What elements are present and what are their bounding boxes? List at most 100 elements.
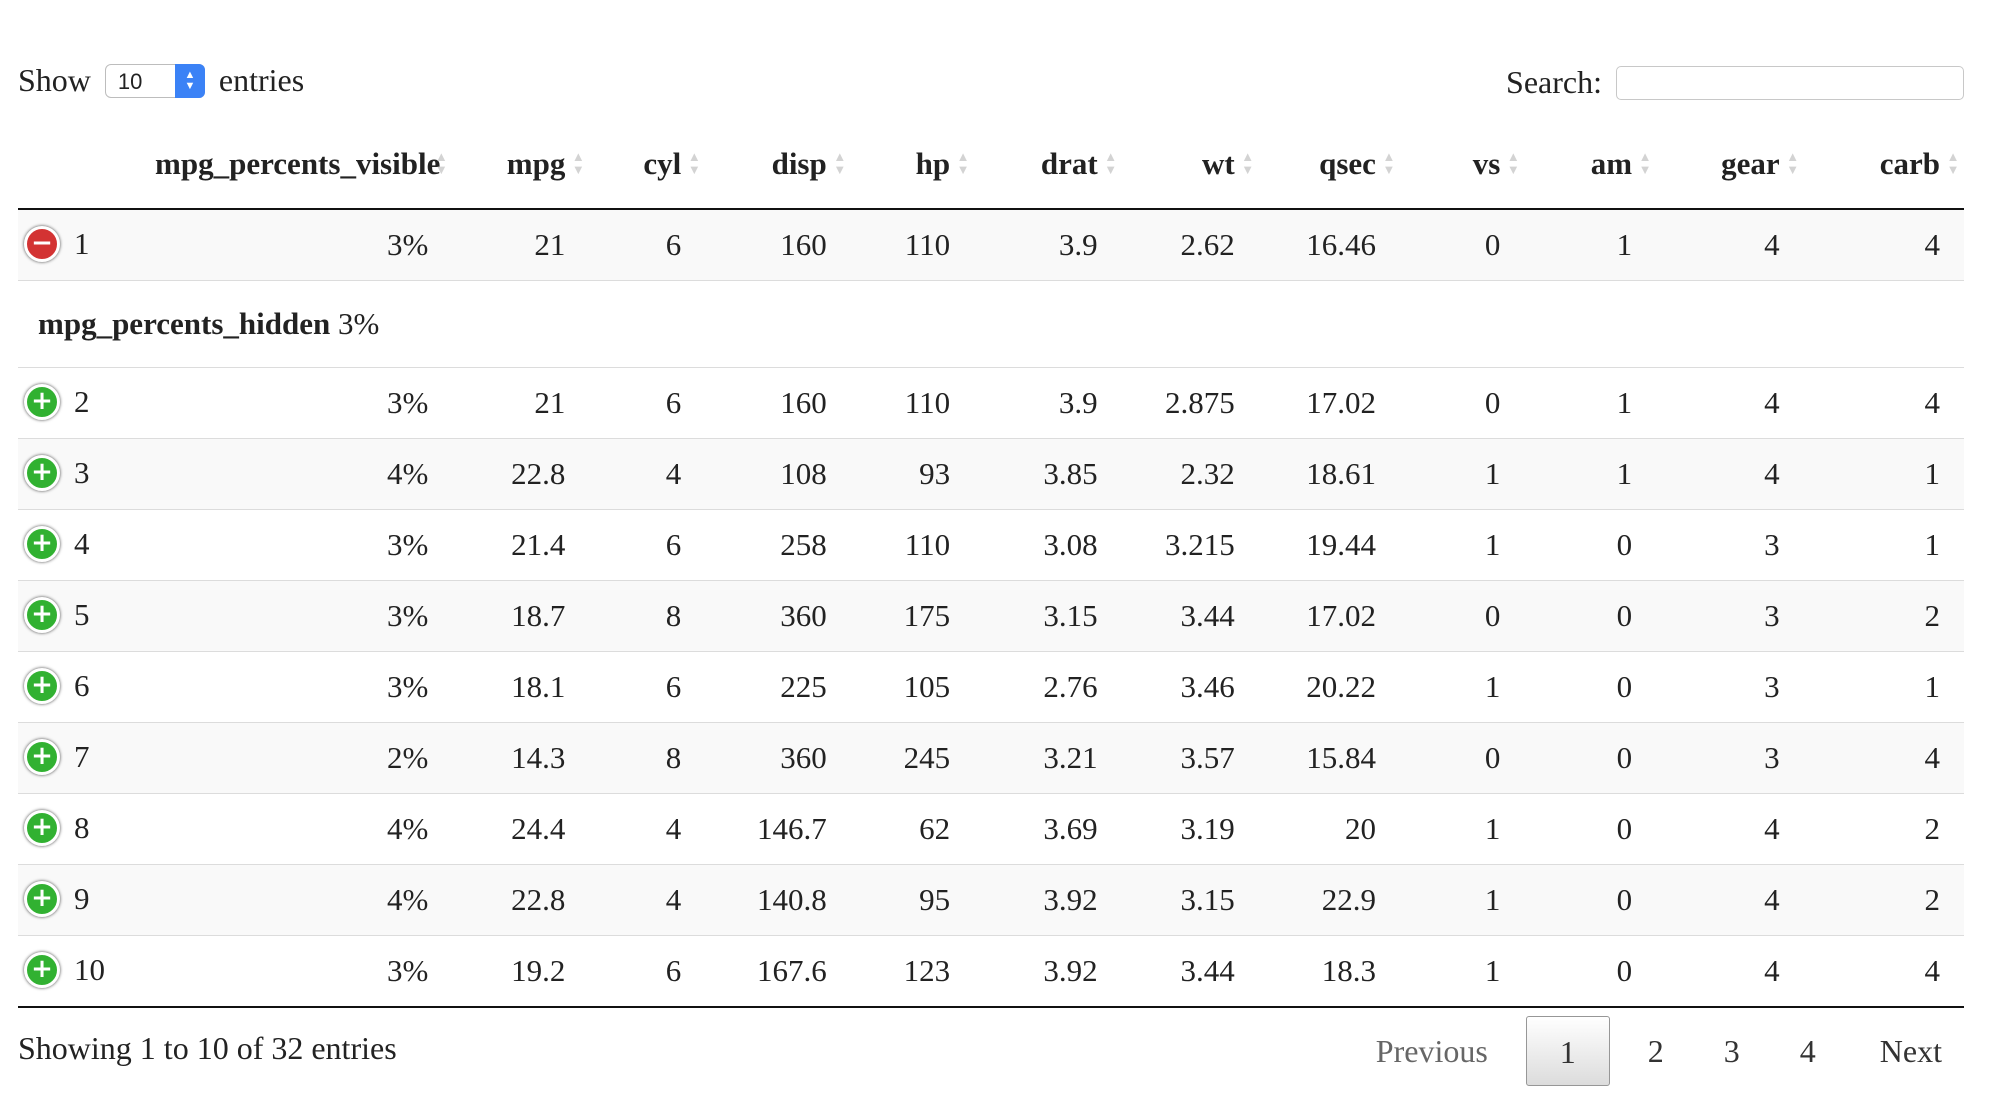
entries-label: entries [218, 62, 305, 98]
cell-am: 1 [1524, 367, 1657, 439]
select-arrows-icon: ▲ ▼ [174, 63, 205, 98]
previous-button[interactable]: Previous [1375, 1033, 1488, 1069]
show-label: Show [18, 62, 91, 98]
header-cyl[interactable]: cyl ▲ ▼ [589, 120, 706, 210]
header-gear[interactable]: gear ▲ ▼ [1656, 120, 1804, 210]
table-row: +3 4% 22.8 4 108 93 3.85 2.32 18.61 1 1 4 1 [18, 438, 1964, 510]
child-row-cell: mpg_percents_hidden 3% [18, 280, 1964, 368]
next-button[interactable]: Next [1879, 1033, 1942, 1069]
header-wt[interactable]: wt ▲ ▼ [1121, 120, 1259, 210]
minus-circle-icon[interactable]: − [24, 226, 60, 263]
cell-mpg: 24.4 [452, 793, 590, 865]
cell-wt: 3.44 [1121, 935, 1259, 1008]
table-row: +8 4% 24.4 4 146.7 62 3.69 3.19 20 1 0 4 2 [18, 793, 1964, 865]
page-button-3[interactable]: 3 [1723, 1033, 1740, 1069]
plus-circle-icon[interactable]: + [24, 384, 60, 421]
table-row: +6 3% 18.1 6 225 105 2.76 3.46 20.22 1 0 3 1 [18, 651, 1964, 723]
cell-hp: 110 [850, 509, 975, 581]
cell-drat: 3.92 [974, 864, 1122, 936]
header-row-number[interactable] [18, 120, 156, 210]
cell-carb: 1 [1803, 438, 1964, 510]
header-am[interactable]: am ▲ ▼ [1524, 120, 1657, 210]
page-button-1[interactable]: 1 [1525, 1016, 1610, 1086]
cell-disp: 160 [705, 367, 851, 439]
header-label: drat [1040, 146, 1098, 181]
page-length-value: 10 [117, 68, 143, 94]
header-disp[interactable]: disp ▲ ▼ [705, 120, 851, 210]
header-label: carb [1879, 146, 1940, 181]
cell-disp: 360 [705, 722, 851, 794]
plus-circle-icon[interactable]: + [24, 668, 60, 705]
header-mpg[interactable]: mpg ▲ ▼ [452, 120, 590, 210]
cell-carb: 1 [1803, 509, 1964, 581]
cell-gear: 4 [1656, 864, 1804, 936]
cell-hp: 110 [850, 208, 975, 281]
cell-drat: 3.08 [974, 509, 1122, 581]
cell-mpg: 21 [452, 367, 590, 439]
cell-cyl: 8 [589, 580, 706, 652]
plus-circle-icon[interactable]: + [24, 810, 60, 847]
cell-am: 0 [1524, 793, 1657, 865]
cell-wt: 3.46 [1121, 651, 1259, 723]
header-mpg-percents-visible[interactable]: mpg_percents_visible ▲ ▼ [155, 120, 453, 210]
row-id: 7 [74, 738, 90, 774]
search-input[interactable] [1616, 65, 1964, 100]
cell-qsec: 17.02 [1258, 367, 1400, 439]
cell-qsec: 18.3 [1258, 935, 1400, 1008]
cell-wt: 3.57 [1121, 722, 1259, 794]
plus-circle-icon[interactable]: + [24, 526, 60, 563]
header-label: wt [1201, 146, 1235, 181]
cell-qsec: 17.02 [1258, 580, 1400, 652]
cell-disp: 146.7 [705, 793, 851, 865]
row-id: 1 [74, 225, 90, 261]
header-hp[interactable]: hp ▲ ▼ [850, 120, 975, 210]
cell-hp: 245 [850, 722, 975, 794]
sort-icon: ▲ ▼ [1946, 149, 1960, 177]
plus-circle-icon[interactable]: + [24, 952, 60, 989]
cell-vs: 1 [1399, 509, 1525, 581]
cell-drat: 3.69 [974, 793, 1122, 865]
plus-circle-icon[interactable]: + [24, 455, 60, 492]
cell-qsec: 16.46 [1258, 208, 1400, 281]
row-number-cell: +7 [18, 722, 156, 794]
child-field-name: mpg_percents_hidden [38, 306, 331, 341]
cell-wt: 3.215 [1121, 509, 1259, 581]
row-number-cell: +9 [18, 864, 156, 936]
table-row: −1 3% 21 6 160 110 3.9 2.62 16.46 0 1 4 4 [18, 208, 1964, 281]
page-button-2[interactable]: 2 [1647, 1033, 1664, 1069]
header-vs[interactable]: vs ▲ ▼ [1399, 120, 1525, 210]
header-drat[interactable]: drat ▲ ▼ [974, 120, 1122, 210]
row-number-cell: +2 [18, 367, 156, 439]
cell-gear: 4 [1656, 935, 1804, 1008]
plus-circle-icon[interactable]: + [24, 739, 60, 776]
table-info: Showing 1 to 10 of 32 entries [18, 1030, 397, 1066]
page-button-4[interactable]: 4 [1799, 1033, 1816, 1069]
cell-mpg: 14.3 [452, 722, 590, 794]
row-id: 10 [74, 951, 105, 987]
header-qsec[interactable]: qsec ▲ ▼ [1258, 120, 1400, 210]
row-id: 6 [74, 667, 90, 703]
table-row: +7 2% 14.3 8 360 245 3.21 3.57 15.84 0 0 3 4 [18, 722, 1964, 794]
plus-circle-icon[interactable]: + [24, 597, 60, 634]
row-id: 2 [74, 383, 90, 419]
cell-disp: 140.8 [705, 864, 851, 936]
cell-vs: 0 [1399, 580, 1525, 652]
data-table: mpg_percents_visible ▲ ▼ mpg ▲ ▼ cyl ▲ ▼ disp ▲ ▼ hp… [18, 120, 1964, 1008]
header-label: gear [1721, 146, 1780, 181]
cell-gear: 3 [1656, 651, 1804, 723]
sort-icon: ▲ ▼ [1241, 149, 1255, 177]
sort-icon: ▲ ▼ [1382, 149, 1396, 177]
cell-mpg: 22.8 [452, 438, 590, 510]
page-length-select[interactable]: 10 ▲ ▼ [104, 63, 205, 98]
cell-drat: 3.92 [974, 935, 1122, 1008]
row-number-cell: +8 [18, 793, 156, 865]
cell-carb: 2 [1803, 793, 1964, 865]
cell-qsec: 20.22 [1258, 651, 1400, 723]
cell-cyl: 6 [589, 651, 706, 723]
plus-circle-icon[interactable]: + [24, 881, 60, 918]
cell-hp: 123 [850, 935, 975, 1008]
row-number-cell: +6 [18, 651, 156, 723]
cell-mpg-percents-visible: 3% [155, 367, 453, 439]
header-carb[interactable]: carb ▲ ▼ [1803, 120, 1964, 210]
cell-carb: 2 [1803, 864, 1964, 936]
